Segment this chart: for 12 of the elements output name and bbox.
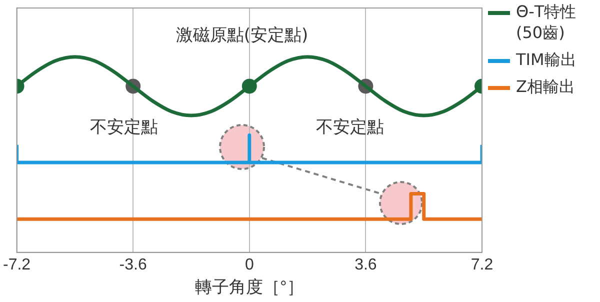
x-tick-label: 7.2 (470, 256, 494, 274)
x-tick-label: -3.6 (119, 256, 147, 274)
x-axis-title: 轉子角度［°］ (194, 277, 304, 296)
legend-label: TIM輸出 (516, 50, 576, 71)
x-tick-label: -7.2 (2, 256, 31, 274)
x-tick-label: 3.6 (354, 256, 377, 274)
annotation: 不安定點 (90, 117, 158, 138)
x-tick-label: 0 (244, 256, 254, 274)
legend-label: Z相輸出 (516, 77, 575, 98)
text: 激磁原點(安定點) (176, 25, 308, 46)
legend-label: Θ-T特性(50齒) (516, 2, 576, 44)
annotation: 不安定點 (316, 117, 384, 138)
